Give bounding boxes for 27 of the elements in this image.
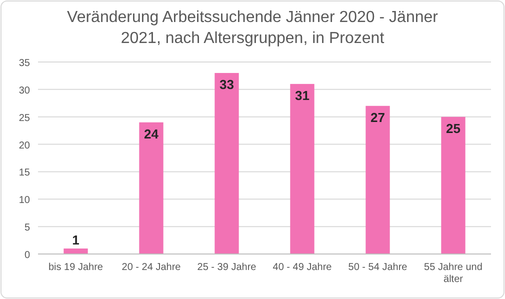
y-tick-label: 20 [18, 140, 30, 152]
data-label: 33 [220, 76, 234, 92]
x-tick-label: 25 - 39 Jahre [197, 262, 257, 273]
y-tick-label: 0 [24, 250, 30, 261]
y-tick-label: 5 [24, 222, 30, 234]
bar [214, 72, 239, 254]
bar [366, 106, 390, 254]
data-label: 1 [72, 232, 80, 248]
bar [441, 116, 466, 254]
y-tick-label: 25 [18, 112, 30, 124]
y-tick-label: 15 [18, 168, 30, 179]
chart-title: Veränderung Arbeitssuchende Jänner 2020 - Jänner 2021, nach Altersgruppen, in Prozent [67, 9, 439, 47]
y-tick-label: 10 [18, 195, 30, 206]
x-tick-label: 40 - 49 Jahre [272, 262, 332, 273]
y-tick-label: 35 [18, 58, 30, 69]
bar [290, 84, 314, 254]
x-tick-label: 20 - 24 Jahre [122, 262, 182, 273]
bar [139, 122, 164, 254]
data-label: 24 [144, 126, 160, 142]
data-label: 31 [295, 88, 310, 103]
x-tick-label: 55 Jahre und älter [424, 262, 482, 285]
bar [64, 248, 88, 254]
x-tick-label: 50 - 54 Jahre [348, 262, 408, 273]
data-label: 25 [446, 120, 460, 136]
data-label: 27 [370, 110, 385, 125]
y-tick-label: 30 [18, 85, 30, 96]
x-tick-label: bis 19 Jahre [48, 262, 104, 273]
